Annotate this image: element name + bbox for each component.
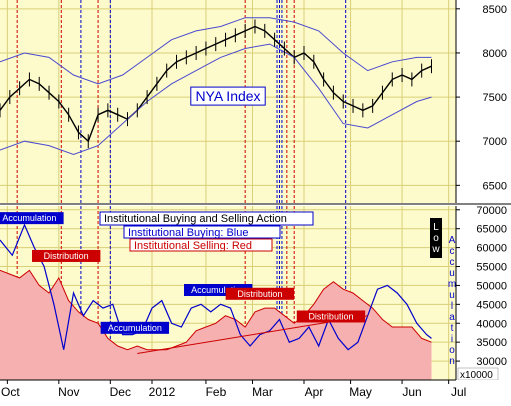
annotation-accumulation-2: Accumulation — [108, 323, 162, 333]
top-ytick-label-1: 7000 — [483, 136, 507, 148]
x-tick-label-2012: 2012 — [149, 385, 176, 399]
bottom-ytick-label-3: 45000 — [476, 299, 507, 311]
top-ytick-label-2: 7500 — [483, 92, 507, 104]
annotation-distribution-5: Distribution — [308, 311, 353, 321]
accumulation-vertical-char-3: u — [449, 268, 455, 279]
accumulation-vertical-char-9: i — [451, 334, 453, 345]
chart-title-nya-index: NYA Index — [195, 88, 260, 104]
accumulation-vertical-char-0: A — [449, 235, 456, 246]
annotation-box-1 — [31, 249, 101, 262]
annotation-box-4 — [225, 287, 295, 300]
legend-box-title — [99, 211, 314, 226]
top-y-axis-area — [456, 0, 511, 203]
x-axis: Oct Nov Dec 2012 Feb Mar Apr May Jun Jul — [0, 379, 511, 401]
bottom-ytick-label-0: 30000 — [476, 356, 507, 368]
x-axis-area — [0, 380, 511, 401]
accumulation-vertical-char-6: l — [451, 301, 453, 312]
x-tick-label-feb: Feb — [206, 385, 227, 399]
accumulation-vertical-char-2: c — [450, 257, 455, 268]
bottom-ytick-label-4: 50000 — [476, 280, 507, 292]
title-box-nya — [190, 86, 266, 106]
accumulation-vertical-char-1: c — [450, 246, 455, 257]
accumulation-vertical-char-7: a — [449, 312, 455, 323]
y-units-label: x10000 — [460, 370, 493, 381]
x-tick-label-jul: Jul — [451, 385, 466, 399]
accumulation-vertical-char-4: m — [448, 279, 456, 290]
bottom-ytick-label-7: 65000 — [476, 224, 507, 236]
low-label-box — [430, 218, 442, 258]
series-line-institutional-buying — [0, 223, 432, 351]
bottom-ytick-label-6: 60000 — [476, 243, 507, 255]
legend-selling: Institutional Selling: Red — [134, 240, 252, 252]
bottom-ytick-label-8: 70000 — [476, 205, 507, 217]
series-line-lower-band — [0, 43, 432, 156]
annotation-accumulation-3: Accumulation — [191, 285, 245, 295]
series-area-institutional-selling — [0, 270, 432, 380]
annotation-box-2 — [100, 321, 170, 334]
accumulation-vertical-char-10: o — [449, 345, 455, 356]
top-ytick-label-3: 8000 — [483, 48, 507, 60]
top-ytick-label-0: 6500 — [483, 180, 507, 192]
annotation-box-0 — [0, 212, 64, 225]
annotation-box-5 — [296, 310, 366, 323]
accumulation-vertical-char-8: t — [451, 323, 454, 334]
x-tick-label-jun: Jun — [402, 385, 421, 399]
low-label-char-0: L — [433, 222, 439, 233]
legend-title: Institutional Buying and Selling Action — [104, 213, 287, 225]
bottom-y-axis-area — [456, 206, 511, 380]
x-tick-label-apr: Apr — [305, 385, 324, 399]
x-tick-label-may: May — [349, 385, 372, 399]
bottom-ytick-label-1: 35000 — [476, 337, 507, 349]
bottom-ytick-label-5: 55000 — [476, 262, 507, 274]
accumulation-vertical-char-5: u — [449, 290, 455, 301]
series-line-upper-band — [0, 17, 432, 85]
x-tick-label-mar: Mar — [252, 385, 273, 399]
bottom-ytick-label-2: 40000 — [476, 318, 507, 330]
panel-institutional-action: 30000 35000 40000 45000 50000 55000 60000 65000… — [0, 203, 511, 381]
accumulation-vertical-char-11: n — [449, 356, 455, 367]
annotation-distribution-4: Distribution — [237, 289, 282, 299]
panel-nya-index: 6500 7000 7500 8000 8500 NYA Index — [0, 0, 511, 203]
annotation-accumulation-0: Accumulation — [2, 213, 56, 223]
low-label-char-1: o — [433, 233, 439, 244]
legend-box-buying — [123, 225, 281, 239]
legend-buying: Institutional Buying: Blue — [128, 227, 248, 239]
x-tick-label-dec: Dec — [110, 385, 131, 399]
x-tick-label-oct: Oct — [1, 385, 20, 399]
x-tick-label-nov: Nov — [58, 385, 79, 399]
annotation-distribution-1: Distribution — [44, 251, 89, 261]
top-ytick-label-4: 8500 — [483, 4, 507, 16]
legend-box-selling — [129, 238, 273, 252]
low-label-char-2: w — [431, 244, 440, 255]
